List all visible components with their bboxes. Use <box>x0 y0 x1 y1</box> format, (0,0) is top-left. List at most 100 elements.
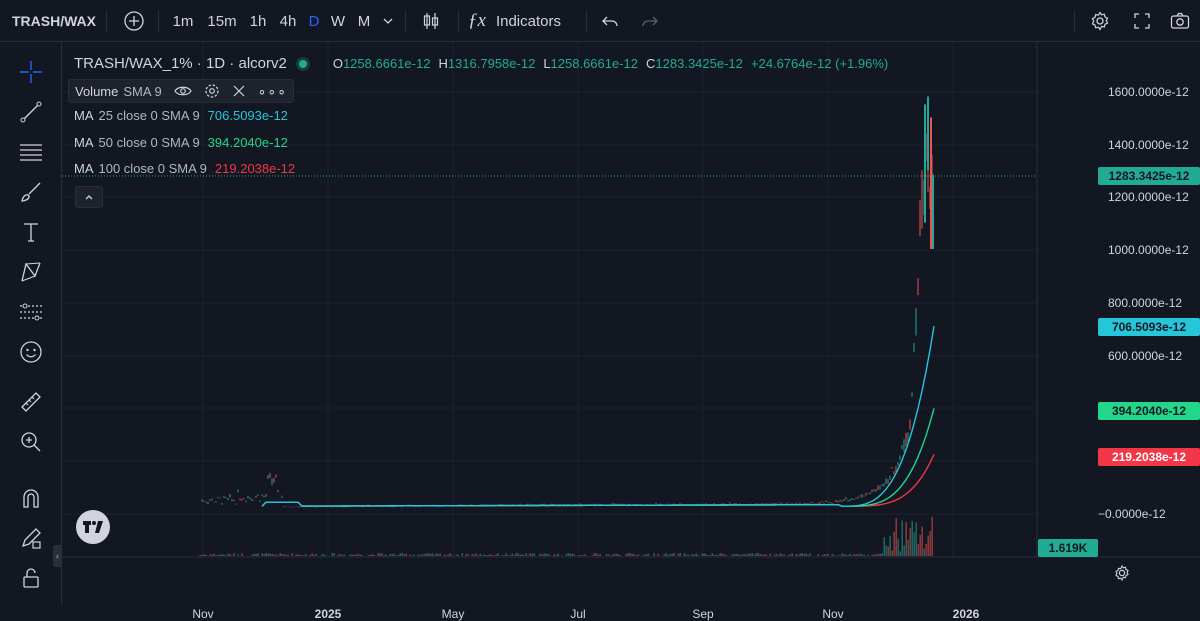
volume-bar <box>671 553 673 556</box>
volume-bar <box>741 554 743 556</box>
volume-bar <box>853 554 855 556</box>
volume-bar <box>277 555 279 556</box>
settings-button[interactable] <box>1086 0 1114 42</box>
volume-bar <box>827 553 829 556</box>
volume-bar <box>599 553 601 556</box>
icon-tool-button[interactable] <box>0 334 62 370</box>
volume-bar <box>783 554 785 556</box>
volume-bar <box>897 538 899 556</box>
gear-icon[interactable] <box>204 83 220 99</box>
collapse-legend-button[interactable] <box>75 186 103 208</box>
volume-bar <box>217 554 219 556</box>
price-tick: 1000.0000e-12 <box>1108 243 1189 257</box>
volume-bar <box>373 554 375 556</box>
volume-bar <box>423 554 425 556</box>
volume-bar <box>483 554 485 556</box>
volume-bar <box>647 553 649 556</box>
volume-bar <box>315 553 317 556</box>
interval-w[interactable]: W <box>330 12 346 30</box>
grid-horizontal <box>62 91 1037 515</box>
lock-drawings-button[interactable] <box>0 560 62 596</box>
legend-title[interactable]: TRASH/WAX_1% · 1D · alcorv2 <box>74 55 287 72</box>
magnet-button[interactable] <box>0 480 62 516</box>
volume-bar <box>351 554 353 556</box>
ohlc-close-value: 1283.3425e-12 <box>655 56 743 71</box>
legend-ma100[interactable]: MA 100 close 0 SMA 9 219.2038e-12 <box>74 161 295 176</box>
time-tick: Sep <box>692 607 714 621</box>
redo-button[interactable] <box>636 0 664 42</box>
interval-4h[interactable]: 4h <box>279 12 297 30</box>
volume-bar <box>817 554 819 556</box>
volume-bar <box>565 554 567 556</box>
pattern-tool-button[interactable] <box>0 254 62 290</box>
chart-type-button[interactable] <box>416 0 446 42</box>
interval-15m[interactable]: 15m <box>207 12 237 30</box>
volume-bar <box>875 554 877 556</box>
volume-bar <box>913 532 915 556</box>
volume-bar <box>305 554 307 556</box>
volume-bar <box>413 554 415 556</box>
indicators-button[interactable]: ƒx Indicators <box>468 0 578 42</box>
volume-bar <box>591 555 593 556</box>
interval-d[interactable]: D <box>308 12 320 30</box>
chart-pane[interactable]: TRASH/WAX_1% · 1D · alcorv2 O 1258.6661e… <box>62 42 1200 621</box>
price-tick: 1400.0000e-12 <box>1108 138 1189 152</box>
volume-bar <box>513 555 515 556</box>
volume-bar <box>297 554 299 556</box>
close-icon[interactable] <box>232 84 246 98</box>
volume-bar <box>851 555 853 556</box>
brush-tool-button[interactable] <box>0 174 62 210</box>
time-tick: Nov <box>192 607 214 621</box>
measure-tool-button[interactable] <box>0 384 62 420</box>
volume-bar <box>567 553 569 556</box>
fib-tool-button[interactable] <box>0 134 62 170</box>
compare-symbol-button[interactable] <box>120 0 148 42</box>
volume-bar <box>275 554 277 556</box>
interval-1m[interactable]: 1m <box>172 12 194 30</box>
collapse-toolbar-button[interactable]: ‹ <box>53 545 62 567</box>
undo-button[interactable] <box>596 0 624 42</box>
trend-line-tool-button[interactable] <box>0 94 62 130</box>
volume-bar <box>435 553 437 556</box>
drawing-toolbar <box>0 42 62 605</box>
more-icon[interactable]: ∘∘∘ <box>257 82 287 99</box>
symbol-search-button[interactable]: TRASH/WAX <box>12 13 96 29</box>
forecast-tool-button[interactable] <box>0 294 62 330</box>
interval-m[interactable]: M <box>357 12 371 30</box>
stay-in-drawing-button[interactable] <box>0 520 62 556</box>
snapshot-button[interactable] <box>1166 0 1194 42</box>
volume-bar <box>737 554 739 556</box>
eye-icon[interactable] <box>173 84 192 98</box>
volume-bar <box>545 553 547 556</box>
volume-bar <box>863 554 865 556</box>
volume-bar <box>261 553 263 556</box>
ohlc-low-value: 1258.6661e-12 <box>550 56 639 71</box>
axis-settings-button[interactable] <box>1112 563 1132 583</box>
volume-bar <box>855 553 857 556</box>
volume-bar <box>541 554 543 556</box>
fullscreen-button[interactable] <box>1128 0 1156 42</box>
volume-bar <box>905 522 907 556</box>
text-tool-button[interactable] <box>0 214 62 250</box>
volume-bar <box>593 553 595 556</box>
legend-ma50[interactable]: MA 50 close 0 SMA 9 394.2040e-12 <box>74 135 288 150</box>
interval-1h[interactable]: 1h <box>249 12 267 30</box>
legend-ma25[interactable]: MA 25 close 0 SMA 9 706.5093e-12 <box>74 108 288 123</box>
volume-bar <box>733 554 735 556</box>
volume-bar <box>437 553 439 556</box>
tradingview-logo[interactable] <box>76 510 110 544</box>
zoom-in-icon <box>21 432 41 452</box>
crosshair-tool-button[interactable] <box>0 54 62 90</box>
volume-bar <box>309 554 311 556</box>
volume-bar <box>611 554 613 556</box>
volume-bar <box>583 554 585 556</box>
legend-volume[interactable]: Volume SMA 9 ∘∘∘ <box>68 79 294 103</box>
volume-bar <box>743 554 745 556</box>
zoom-in-button[interactable] <box>0 424 62 460</box>
volume-bar <box>475 553 477 556</box>
volume-bar <box>433 555 435 556</box>
interval-dropdown-button[interactable] <box>378 0 398 42</box>
market-status-dot[interactable] <box>298 59 307 68</box>
volume-bar <box>409 554 411 556</box>
volume-bar <box>883 537 885 556</box>
